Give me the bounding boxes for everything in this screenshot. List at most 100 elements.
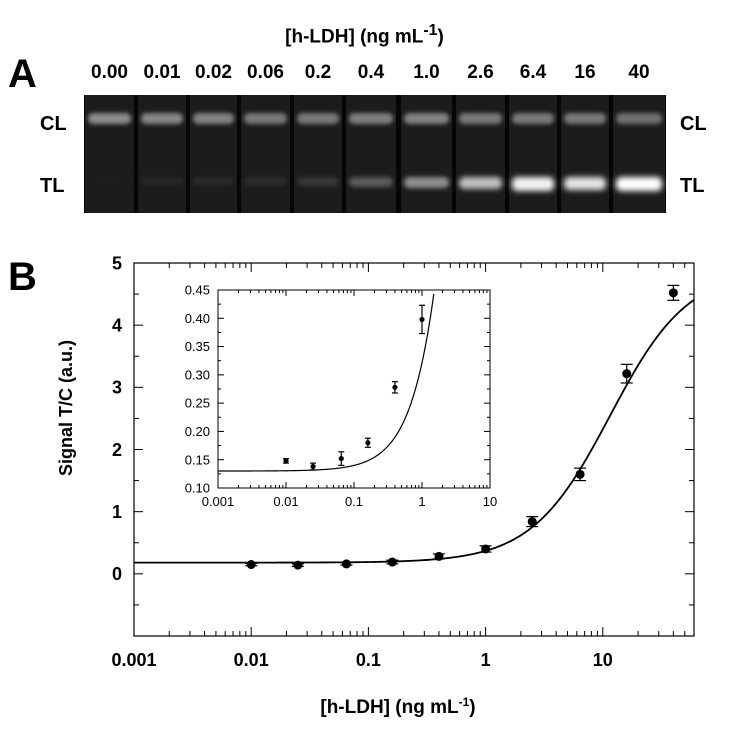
inset-data-point <box>283 458 289 464</box>
control-line-band <box>512 113 554 124</box>
main-y-tick-label: 1 <box>112 502 122 522</box>
inset-y-tick-label: 0.20 <box>185 424 210 439</box>
main-y-tick-label: 3 <box>112 378 122 398</box>
concentration-label: 0.2 <box>304 62 332 83</box>
main-data-point <box>293 560 303 570</box>
main-x-tick-label: 0.1 <box>356 650 381 670</box>
main-plot: 0.001 0.01 0.1 1 10 0 1 2 3 4 5 <box>111 253 695 670</box>
strip-lane <box>190 95 237 213</box>
strip-lane <box>613 95 665 213</box>
test-line-band <box>459 177 502 190</box>
strip-lane <box>85 95 134 213</box>
control-line-band <box>616 113 662 124</box>
test-line-band <box>404 177 449 188</box>
test-line-band <box>193 177 234 186</box>
main-y-tick-label: 5 <box>112 253 122 273</box>
main-y-tick-label: 2 <box>112 440 122 460</box>
test-strip-image <box>84 95 666 213</box>
control-line-band <box>349 113 393 124</box>
control-line-band <box>244 113 287 124</box>
inset-x-tick-label: 10 <box>483 494 497 509</box>
inset-x-tick-label: 0.001 <box>202 494 235 509</box>
y-axis-label: Signal T/C (a.u.) <box>56 340 76 476</box>
inset-x-tick-label: 0.1 <box>345 494 363 509</box>
main-data-point <box>527 517 537 527</box>
strip-lane <box>241 95 290 213</box>
main-x-tick-label: 10 <box>593 650 613 670</box>
inset-data-point <box>365 440 371 446</box>
main-y-tick-label: 0 <box>112 564 122 584</box>
test-line-band <box>512 177 554 191</box>
main-data-point <box>246 560 256 570</box>
concentration-label: 0.01 <box>143 62 181 83</box>
strip-lane <box>509 95 557 213</box>
strip-lane <box>294 95 342 213</box>
main-fit-curve <box>134 299 695 564</box>
inset-x-tick-label: 1 <box>418 494 425 509</box>
inset-y-tick-label: 0.35 <box>185 339 210 354</box>
main-data-point <box>668 288 678 298</box>
main-data-point <box>341 559 351 569</box>
test-line-band <box>616 177 662 191</box>
concentration-label: 16 <box>574 62 596 83</box>
control-line-band <box>564 113 606 124</box>
inset-y-tick-label: 0.40 <box>185 311 210 326</box>
control-line-label-right: CL <box>680 113 707 135</box>
strip-lane <box>561 95 609 213</box>
test-line-label-right: TL <box>680 175 705 197</box>
inset-y-tick-label: 0.15 <box>185 452 210 467</box>
concentration-label: 2.6 <box>467 62 494 83</box>
control-line-band <box>88 113 131 124</box>
main-data-point <box>575 469 585 479</box>
test-line-band <box>244 177 287 186</box>
x-axis-label: [h-LDH] (ng mL-1) <box>320 695 475 718</box>
main-data-point <box>622 369 632 379</box>
concentration-label: 40 <box>628 62 650 83</box>
concentration-label: 1.0 <box>413 62 440 83</box>
main-data-point <box>434 551 444 561</box>
inset-data-point <box>338 455 344 462</box>
concentration-label: 0.00 <box>91 62 128 83</box>
test-line-band <box>141 177 183 186</box>
concentration-label: 6.4 <box>519 62 547 83</box>
inset-data-point <box>310 463 316 470</box>
concentration-label: 0.06 <box>247 62 284 83</box>
inset-y-tick-label: 0.10 <box>185 481 210 496</box>
inset-data-point <box>392 384 398 390</box>
inset-y-tick-label: 0.45 <box>185 283 210 298</box>
main-data-point <box>481 544 491 554</box>
strip-lane <box>401 95 452 213</box>
main-data-point <box>387 557 397 567</box>
inset-y-tick-label: 0.25 <box>185 396 210 411</box>
control-line-band <box>297 113 339 124</box>
test-line-band <box>297 177 339 186</box>
strip-lane <box>346 95 396 213</box>
inset-fit-curve <box>218 293 435 472</box>
strip-lane <box>138 95 186 213</box>
test-line-band <box>564 177 606 191</box>
main-x-tick-label: 0.001 <box>111 650 156 670</box>
test-line-band <box>349 177 393 187</box>
main-x-tick-label: 1 <box>481 650 491 670</box>
concentration-label: 0.02 <box>195 62 232 83</box>
panel-b-letter: B <box>8 255 37 299</box>
inset-y-tick-label: 0.30 <box>185 367 210 382</box>
gel-title: [h-LDH] (ng mL-1) <box>285 22 444 48</box>
panel-a-letter: A <box>8 52 37 96</box>
main-y-tick-label: 4 <box>112 315 122 335</box>
control-line-band <box>193 113 234 124</box>
strip-lane <box>456 95 505 213</box>
control-line-label-left: CL <box>40 113 67 135</box>
test-line-label-left: TL <box>40 175 65 197</box>
control-line-band <box>459 113 502 124</box>
control-line-band <box>141 113 183 124</box>
inset-x-tick-label: 0.01 <box>273 494 298 509</box>
concentration-label: 0.4 <box>357 62 385 83</box>
main-x-tick-label: 0.01 <box>234 650 269 670</box>
control-line-band <box>404 113 449 124</box>
test-line-band <box>88 177 131 185</box>
inset-data-point <box>419 316 425 323</box>
inset-frame <box>217 289 491 489</box>
inset-plot: 0.001 0.01 0.1 1 10 0.10 0.15 0.20 0.25 0.30 0.35 0… <box>185 283 498 509</box>
